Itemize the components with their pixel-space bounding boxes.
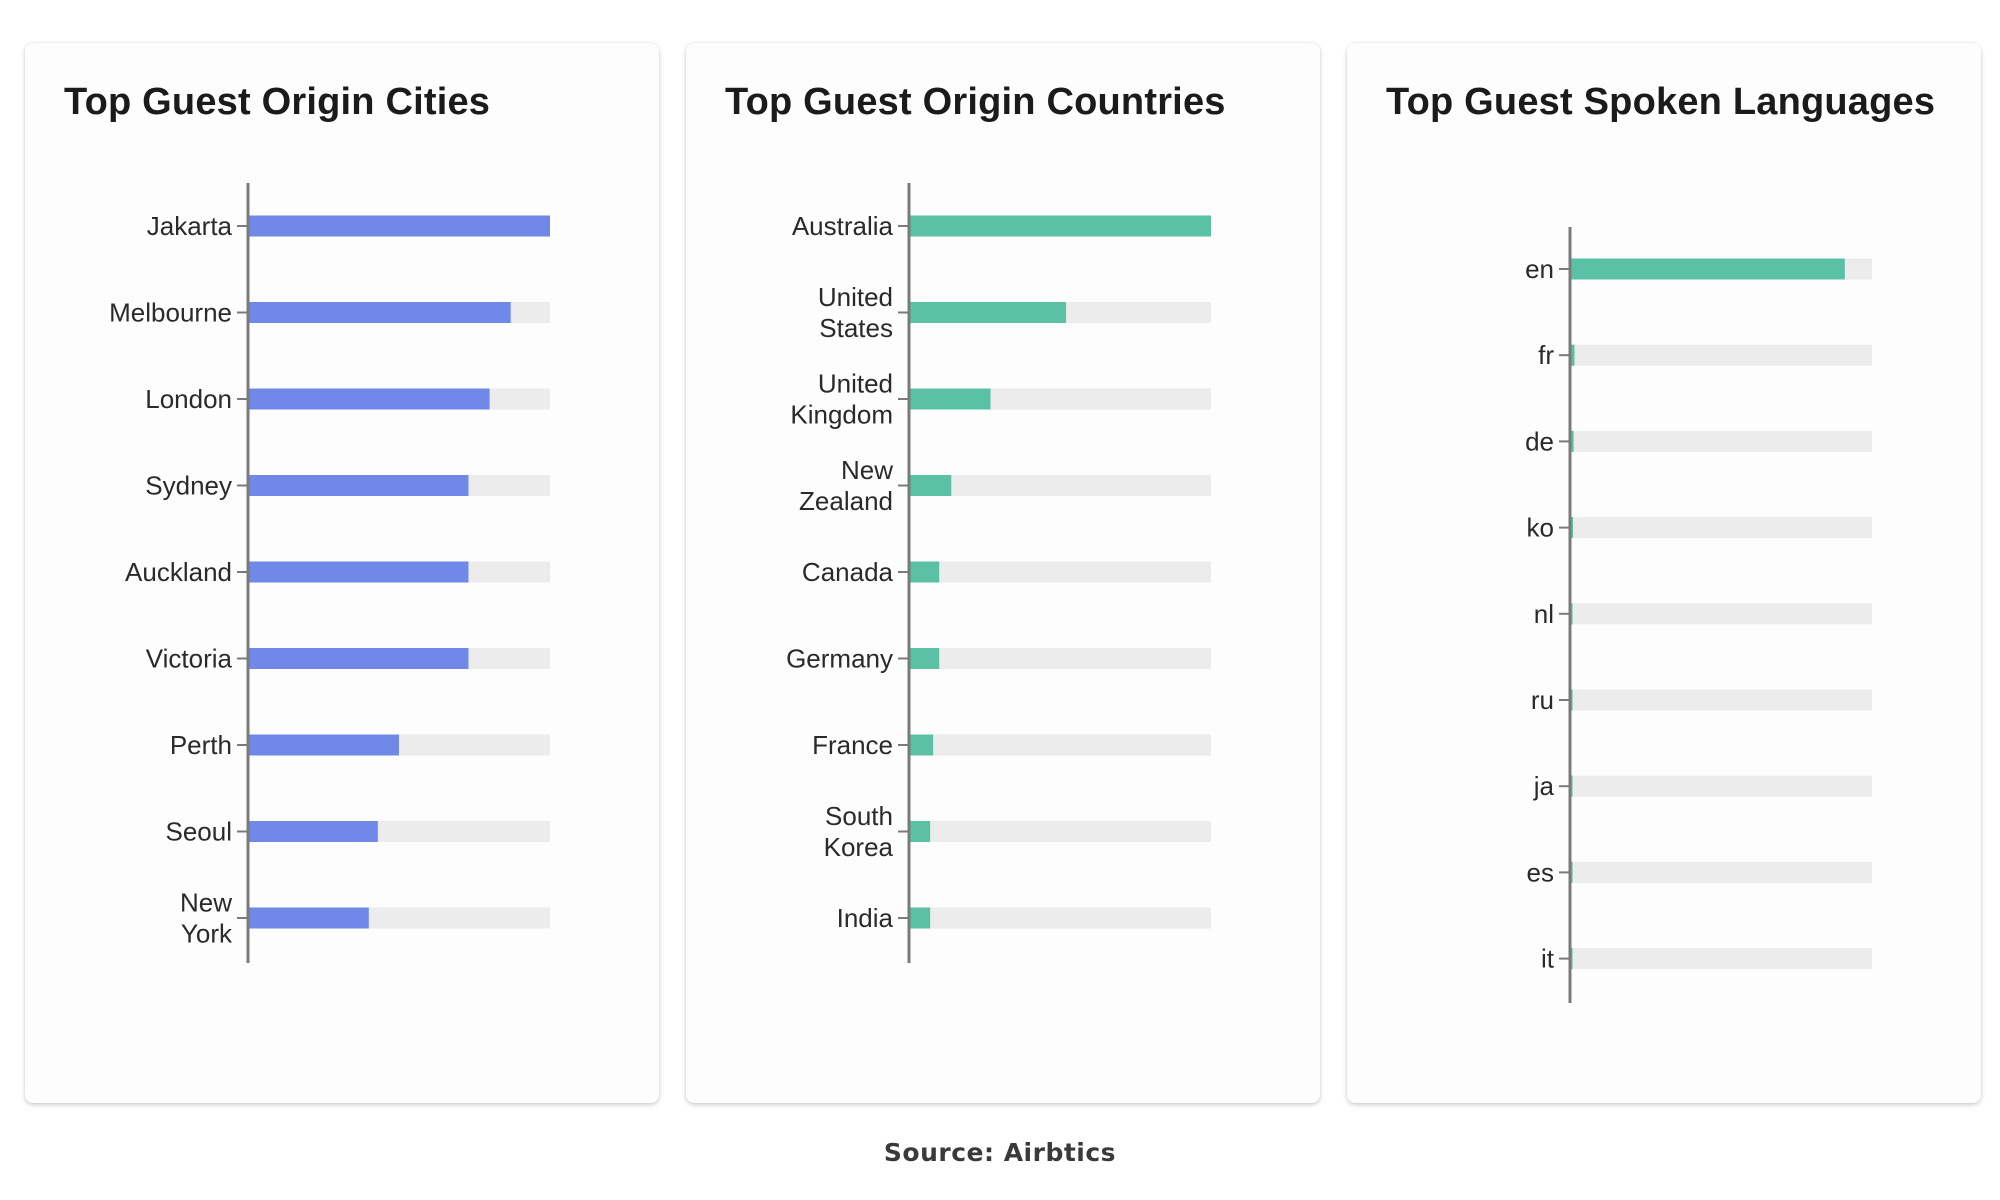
bar-countries-france[interactable] [909, 734, 934, 756]
bar-cities-auckland[interactable] [248, 561, 469, 583]
tick-label-countries-united-states: United States [818, 282, 893, 343]
bar-cities-london[interactable] [248, 388, 490, 410]
bar-track-languages-fr [1570, 344, 1872, 366]
bar-languages-de[interactable] [1570, 430, 1574, 452]
tick-label-languages-en: en [1525, 254, 1554, 284]
bar-countries-germany[interactable] [909, 648, 940, 669]
bar-track-languages-ru [1570, 689, 1872, 711]
bar-languages-ko[interactable] [1570, 517, 1574, 539]
bar-chart-countries: Australia United States United Kingdom New Zea… [786, 183, 1211, 963]
tick-label-countries-canada: Canada [802, 557, 894, 587]
bar-countries-new-zealand[interactable] [909, 475, 952, 496]
tick-label-cities-sydney: Sydney [145, 471, 232, 501]
source-caption: Source: Airbtics [883, 1138, 1117, 1167]
tick-label-cities-jakarta: Jakarta [147, 211, 233, 241]
bar-countries-united-states[interactable] [909, 302, 1067, 323]
tick-label-countries-france: France [812, 730, 893, 760]
bar-track-languages-it [1570, 948, 1872, 970]
bar-countries-south-korea[interactable] [909, 821, 931, 842]
tick-label-cities-auckland: Auckland [125, 557, 232, 587]
bar-countries-india[interactable] [909, 907, 931, 929]
bar-cities-victoria[interactable] [248, 648, 469, 669]
bar-cities-seoul[interactable] [248, 821, 378, 842]
bar-track-languages-de [1570, 430, 1872, 452]
bar-chart-cities: Jakarta Melbourne London Sydney Auckland Vict… [109, 183, 550, 963]
chart-title-languages: Top Guest Spoken Languages [1386, 81, 1936, 123]
bar-languages-fr[interactable] [1570, 344, 1575, 366]
bar-cities-melbourne[interactable] [248, 302, 511, 323]
bar-languages-en[interactable] [1570, 258, 1845, 280]
tick-label-cities-victoria: Victoria [146, 644, 233, 674]
bar-track-countries-new-zealand [909, 475, 1211, 496]
bar-cities-new-york[interactable] [248, 907, 369, 929]
bar-track-languages-ko [1570, 517, 1872, 539]
tick-label-countries-australia: Australia [792, 211, 894, 241]
bar-track-languages-ja [1570, 775, 1872, 797]
bar-cities-jakarta[interactable] [248, 215, 550, 237]
bar-track-countries-south-korea [909, 821, 1211, 842]
tick-label-countries-germany: Germany [786, 644, 893, 674]
tick-label-cities-melbourne: Melbourne [109, 298, 232, 328]
tick-label-languages-es: es [1527, 857, 1554, 887]
tick-label-languages-nl: nl [1534, 599, 1554, 629]
bar-track-languages-nl [1570, 603, 1872, 625]
tick-label-countries-new-zealand: New Zealand [799, 455, 893, 516]
tick-label-languages-it: it [1541, 944, 1555, 974]
bar-track-countries-canada [909, 561, 1211, 583]
bar-track-countries-germany [909, 648, 1211, 669]
tick-label-countries-south-korea: South Korea [824, 801, 894, 862]
tick-label-cities-london: London [145, 384, 232, 414]
bar-countries-united-kingdom[interactable] [909, 388, 991, 410]
bar-cities-perth[interactable] [248, 734, 399, 756]
bar-chart-languages: en fr de ko nl ru ja es it [1525, 227, 1872, 1003]
chart-title-countries: Top Guest Origin Countries [725, 81, 1226, 123]
bar-track-countries-france [909, 734, 1211, 756]
chart-card-countries: Top Guest Origin Countries Australia Unit… [686, 43, 1320, 1103]
bar-track-countries-india [909, 907, 1211, 929]
chart-card-languages: Top Guest Spoken Languages en fr de ko nl ru j… [1347, 43, 1981, 1103]
tick-label-languages-ja: ja [1533, 771, 1555, 801]
tick-label-languages-ru: ru [1531, 685, 1554, 715]
tick-label-countries-india: India [837, 903, 894, 933]
tick-label-cities-seoul: Seoul [166, 817, 233, 847]
tick-label-languages-fr: fr [1538, 340, 1554, 370]
bar-countries-canada[interactable] [909, 561, 940, 583]
bar-cities-sydney[interactable] [248, 475, 469, 496]
bar-track-languages-es [1570, 861, 1872, 883]
chart-title-cities: Top Guest Origin Cities [64, 81, 491, 123]
bar-countries-australia[interactable] [909, 215, 1211, 237]
tick-label-languages-de: de [1525, 426, 1554, 456]
tick-label-cities-perth: Perth [170, 730, 232, 760]
tick-label-countries-united-kingdom: United Kingdom [790, 369, 893, 430]
chart-card-cities: Top Guest Origin Cities Jakarta Melbourne… [25, 43, 659, 1103]
tick-label-cities-new-york: New York [180, 888, 233, 949]
tick-label-languages-ko: ko [1527, 513, 1554, 543]
